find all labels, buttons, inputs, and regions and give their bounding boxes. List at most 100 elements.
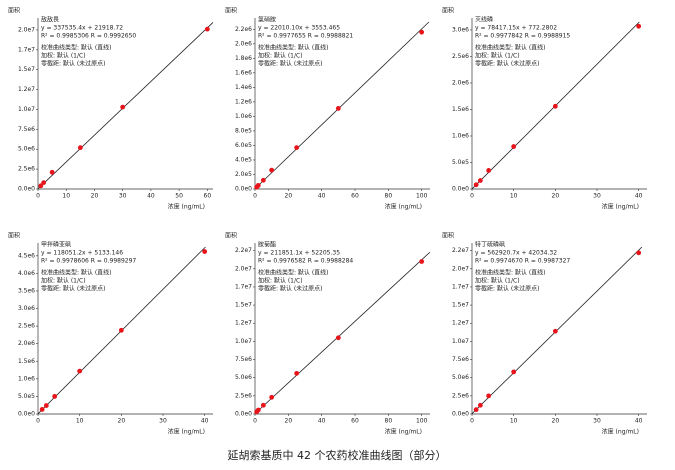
data-point bbox=[486, 168, 492, 173]
y-tick-label: 1.6e6 bbox=[235, 69, 252, 76]
fit-line bbox=[254, 21, 430, 190]
y-axis-label: 面积 bbox=[8, 232, 20, 240]
data-point bbox=[335, 335, 341, 341]
x-tick-label: 30 bbox=[593, 418, 601, 425]
annotation: 加权: 默认 (1/C) bbox=[258, 277, 303, 285]
y-tick-label: 1.5e7 bbox=[18, 66, 35, 73]
annotation: 加权: 默认 (1/C) bbox=[475, 52, 520, 60]
fit-line bbox=[254, 251, 431, 414]
y-tick-label: 5.0e6 bbox=[452, 374, 469, 381]
data-point bbox=[204, 26, 210, 32]
x-axis-label: 浓度 (ng/mL) bbox=[602, 203, 639, 211]
annotation: R² = 0.9976582 R = 0.9988284 bbox=[258, 258, 353, 265]
y-tick-label: 2.0e7 bbox=[452, 265, 469, 272]
y-tick-label: 1.0e7 bbox=[235, 338, 252, 345]
y-tick-label: 0.0e0 bbox=[235, 186, 252, 193]
x-tick-label: 40 bbox=[635, 418, 643, 425]
x-tick-label: 10 bbox=[510, 193, 518, 200]
y-axis-label: 面积 bbox=[442, 232, 454, 240]
y-tick-label: 4.5e6 bbox=[18, 252, 35, 259]
data-point bbox=[477, 402, 483, 408]
y-tick-label: 2.5e6 bbox=[452, 53, 469, 60]
y-tick-label: 1.5e6 bbox=[452, 106, 469, 113]
y-tick-label: 1.4e6 bbox=[235, 84, 252, 91]
chart-title: 灭线磷 bbox=[475, 16, 493, 24]
y-tick-label: 2.0e6 bbox=[235, 40, 252, 47]
annotation: 零截距: 默认 (未过原点) bbox=[41, 285, 106, 293]
x-tick-label: 0 bbox=[253, 418, 257, 425]
x-tick-label: 0 bbox=[36, 418, 40, 425]
y-tick-label: 2.0e5 bbox=[235, 171, 252, 178]
y-tick-label: 2.5e6 bbox=[235, 392, 252, 399]
y-axis-label: 面积 bbox=[442, 7, 454, 15]
y-tick-label: 7.5e6 bbox=[452, 356, 469, 363]
data-point bbox=[120, 104, 126, 110]
y-tick-label: 1.5e6 bbox=[18, 358, 35, 365]
y-tick-label: 2.2e7 bbox=[235, 247, 252, 254]
y-tick-label: 5.0e5 bbox=[18, 393, 35, 400]
y-tick-label: 2.0e7 bbox=[18, 26, 35, 33]
data-point bbox=[473, 407, 479, 413]
data-point bbox=[269, 394, 275, 400]
x-tick-label: 20 bbox=[552, 418, 560, 425]
y-tick-label: 4.0e5 bbox=[235, 156, 252, 163]
annotation: 加权: 默认 (1/C) bbox=[258, 52, 303, 60]
y-tick-label: 1.0e6 bbox=[452, 132, 469, 139]
chart-title: 胺菊酯 bbox=[258, 241, 276, 249]
equation: y = 211851.1x + 52205.35 bbox=[258, 250, 340, 257]
y-tick-label: 1.0e6 bbox=[18, 375, 35, 382]
data-point bbox=[77, 368, 83, 374]
y-tick-label: 1.0e7 bbox=[18, 106, 35, 113]
data-point bbox=[118, 327, 124, 333]
data-point bbox=[38, 183, 44, 189]
data-point bbox=[77, 145, 83, 151]
data-point bbox=[419, 259, 425, 264]
y-tick-label: 7.5e6 bbox=[18, 126, 35, 133]
y-tick-label: 1.7e7 bbox=[235, 283, 252, 290]
data-point bbox=[43, 403, 49, 408]
y-tick-label: 0.0e0 bbox=[452, 186, 469, 193]
annotation: 零截距: 默认 (未过原点) bbox=[258, 285, 323, 293]
x-tick-label: 30 bbox=[159, 418, 167, 425]
data-point bbox=[294, 145, 300, 151]
y-tick-label: 2.5e6 bbox=[18, 166, 35, 173]
annotation: 校准曲线类型: 默认 (直线) bbox=[41, 44, 112, 52]
x-tick-label: 40 bbox=[147, 193, 155, 200]
annotation: 零截距: 默认 (未过原点) bbox=[475, 285, 540, 293]
y-tick-label: 1.7e7 bbox=[18, 46, 35, 53]
y-axis-label: 面积 bbox=[225, 232, 237, 240]
y-tick-label: 8.0e5 bbox=[235, 127, 252, 134]
equation: y = 562920.7x + 42034.32 bbox=[475, 250, 557, 257]
data-point bbox=[260, 402, 266, 408]
data-point bbox=[294, 370, 300, 376]
y-tick-label: 1.0e7 bbox=[452, 338, 469, 345]
y-tick-label: 2.2e6 bbox=[235, 26, 252, 33]
chart-title: 特丁硫磷砜 bbox=[475, 241, 505, 249]
x-tick-label: 10 bbox=[510, 418, 518, 425]
data-point bbox=[419, 29, 425, 35]
y-axis-label: 面积 bbox=[8, 7, 20, 15]
data-point bbox=[49, 169, 55, 175]
x-tick-label: 30 bbox=[119, 193, 127, 200]
y-tick-label: 2.0e6 bbox=[452, 79, 469, 86]
annotation: R² = 0.9974670 R = 0.9987327 bbox=[475, 258, 570, 265]
annotation: 加权: 默认 (1/C) bbox=[41, 52, 86, 60]
y-tick-label: 2.5e6 bbox=[18, 323, 35, 330]
data-point bbox=[260, 177, 266, 183]
y-tick-label: 1.8e6 bbox=[235, 55, 252, 62]
x-tick-label: 100 bbox=[416, 418, 428, 425]
y-tick-label: 2.0e7 bbox=[235, 265, 252, 272]
y-tick-label: 3.5e6 bbox=[18, 287, 35, 294]
equation: y = 118051.2x + 5133.146 bbox=[41, 250, 123, 257]
y-tick-label: 2.5e6 bbox=[452, 392, 469, 399]
x-axis-label: 浓度 (ng/mL) bbox=[602, 428, 639, 436]
data-point bbox=[52, 394, 58, 399]
x-tick-label: 40 bbox=[201, 418, 209, 425]
x-tick-label: 80 bbox=[385, 418, 393, 425]
caption: 延胡索基质中 42 个农药校准曲线图（部分） bbox=[228, 448, 447, 462]
y-tick-label: 0.0e0 bbox=[18, 186, 35, 193]
annotation: R² = 0.9977655 R = 0.9988821 bbox=[258, 33, 353, 40]
equation: y = 337535.4x + 21918.72 bbox=[41, 25, 123, 32]
x-tick-label: 0 bbox=[36, 193, 40, 200]
